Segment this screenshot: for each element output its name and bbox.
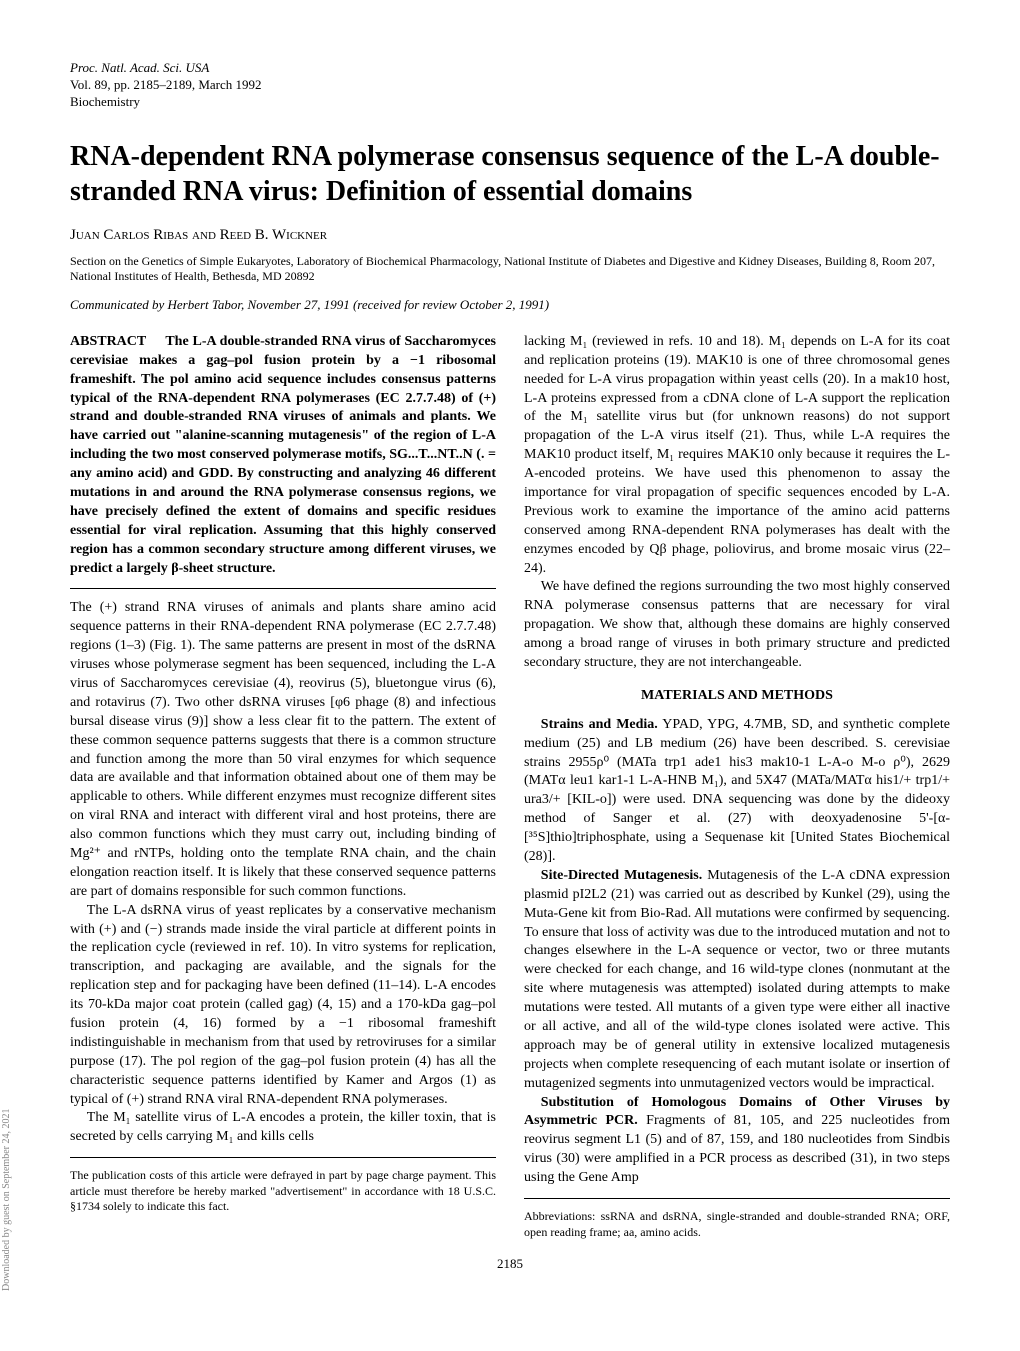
abstract-label: ABSTRACT: [70, 334, 146, 349]
mutagenesis-text: Mutagenesis of the L-A cDNA expression p…: [524, 868, 950, 1091]
footnote-separator-right: [524, 1198, 950, 1199]
materials-para-2: Site-Directed Mutagenesis. Mutagenesis o…: [524, 867, 950, 1094]
authors: Juan Carlos Ribas and Reed B. Wickner: [70, 227, 950, 244]
materials-methods-heading: MATERIALS AND METHODS: [524, 687, 950, 706]
right-para-2: We have defined the regions surrounding …: [524, 578, 950, 672]
right-para-1: lacking M₁ (reviewed in refs. 10 and 18)…: [524, 333, 950, 579]
journal-line1: Proc. Natl. Acad. Sci. USA: [70, 60, 950, 77]
intro-para-1: The (+) strand RNA viruses of animals an…: [70, 599, 496, 901]
strains-media-text: YPAD, YPG, 4.7MB, SD, and synthetic comp…: [524, 717, 950, 864]
materials-para-3: Substitution of Homologous Domains of Ot…: [524, 1094, 950, 1188]
right-column: lacking M₁ (reviewed in refs. 10 and 18)…: [524, 333, 950, 1240]
journal-line2: Vol. 89, pp. 2185–2189, March 1992: [70, 77, 950, 94]
page-number: 2185: [70, 1256, 950, 1272]
abstract: ABSTRACT The L-A double-stranded RNA vir…: [70, 333, 496, 579]
mutagenesis-runin: Site-Directed Mutagenesis.: [541, 868, 702, 883]
strains-media-runin: Strains and Media.: [541, 717, 658, 732]
two-column-body: ABSTRACT The L-A double-stranded RNA vir…: [70, 333, 950, 1240]
communicated-line: Communicated by Herbert Tabor, November …: [70, 297, 950, 313]
left-column: ABSTRACT The L-A double-stranded RNA vir…: [70, 333, 496, 1240]
abbreviations-footnote: Abbreviations: ssRNA and dsRNA, single-s…: [524, 1209, 950, 1240]
download-sidebar-text: Downloaded by guest on September 24, 202…: [1, 1109, 12, 1291]
intro-para-2: The L-A dsRNA virus of yeast replicates …: [70, 902, 496, 1110]
abstract-separator: [70, 588, 496, 589]
journal-info: Proc. Natl. Acad. Sci. USA Vol. 89, pp. …: [70, 60, 950, 111]
affiliation: Section on the Genetics of Simple Eukary…: [70, 254, 950, 285]
abstract-text: The L-A double-stranded RNA virus of Sac…: [70, 334, 496, 576]
materials-para-1: Strains and Media. YPAD, YPG, 4.7MB, SD,…: [524, 716, 950, 867]
article-title: RNA-dependent RNA polymerase consensus s…: [70, 139, 950, 209]
footnote-separator-left: [70, 1157, 496, 1158]
journal-line3: Biochemistry: [70, 94, 950, 111]
publication-cost-footnote: The publication costs of this article we…: [70, 1168, 496, 1215]
intro-para-3: The M₁ satellite virus of L-A encodes a …: [70, 1109, 496, 1147]
